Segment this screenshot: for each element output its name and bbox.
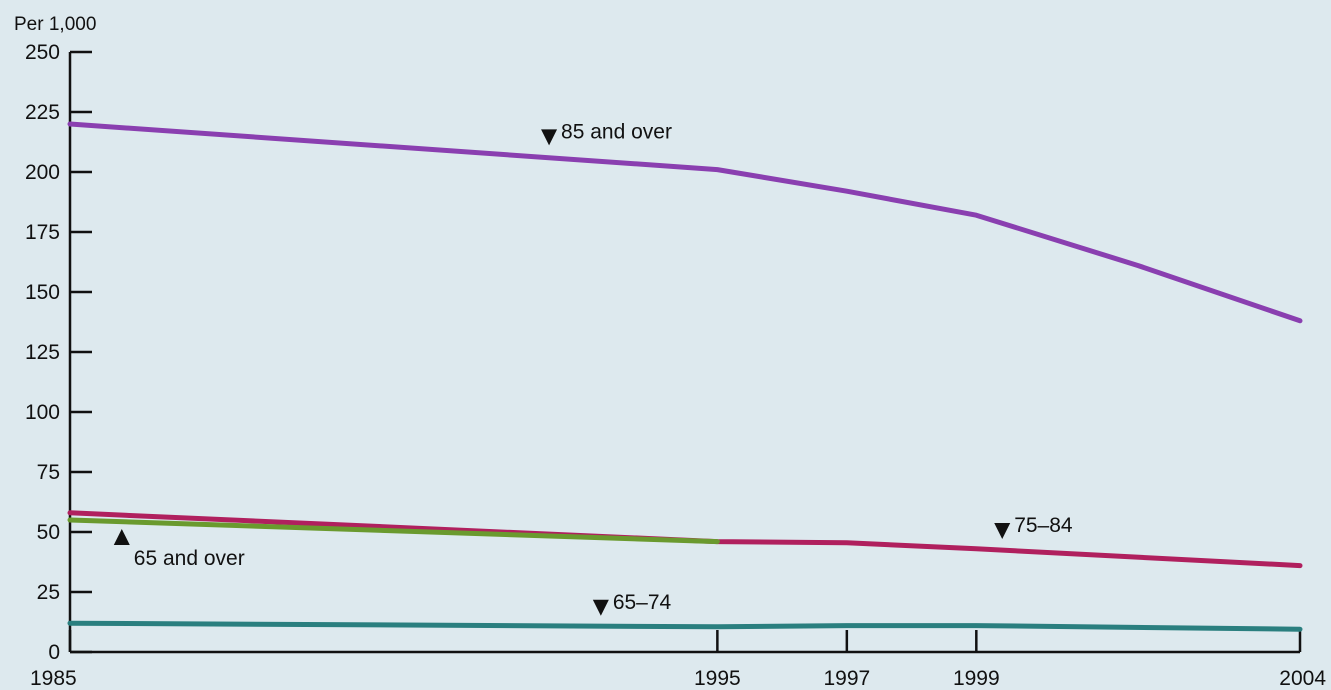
y-tick-label: 0 bbox=[48, 641, 60, 664]
series-label: 75–84 bbox=[1014, 514, 1073, 537]
x-tick-label: 1999 bbox=[953, 667, 1000, 690]
axes: 0 25 50 75 100 125 150 175 200 225 250 1985 1995 1997… bbox=[25, 41, 1326, 690]
y-tick-label: 150 bbox=[25, 281, 60, 304]
x-tick-label: 2004 bbox=[1279, 667, 1326, 690]
y-tick-label: 175 bbox=[25, 221, 60, 244]
y-tick-label: 250 bbox=[25, 41, 60, 64]
y-axis-unit-label: Per 1,000 bbox=[14, 14, 96, 35]
series-labels: 85 and over 75–84 65 and over 65–74 bbox=[113, 120, 1073, 616]
series-lines bbox=[67, 121, 1303, 632]
series-label: 65–74 bbox=[613, 591, 672, 614]
y-tick-label: 100 bbox=[25, 401, 60, 424]
series-label: 85 and over bbox=[561, 120, 672, 143]
y-tick-label: 225 bbox=[25, 101, 60, 124]
y-tick-label: 200 bbox=[25, 161, 60, 184]
series-label-marker bbox=[994, 523, 1011, 539]
series-label-marker bbox=[592, 599, 609, 616]
series-line bbox=[67, 121, 1303, 324]
series-label-marker bbox=[541, 129, 558, 146]
x-tick-label: 1997 bbox=[823, 667, 870, 690]
y-tick-label: 25 bbox=[37, 581, 60, 604]
series-label: 65 and over bbox=[134, 547, 245, 570]
y-tick-label: 75 bbox=[37, 461, 60, 484]
series-line bbox=[67, 517, 720, 545]
series-line bbox=[67, 620, 1303, 632]
x-tick-label: 1995 bbox=[694, 667, 741, 690]
x-tick-label: 1985 bbox=[30, 667, 77, 690]
y-tick-label: 50 bbox=[37, 521, 60, 544]
y-tick-label: 125 bbox=[25, 341, 60, 364]
series-label-marker bbox=[113, 529, 130, 545]
